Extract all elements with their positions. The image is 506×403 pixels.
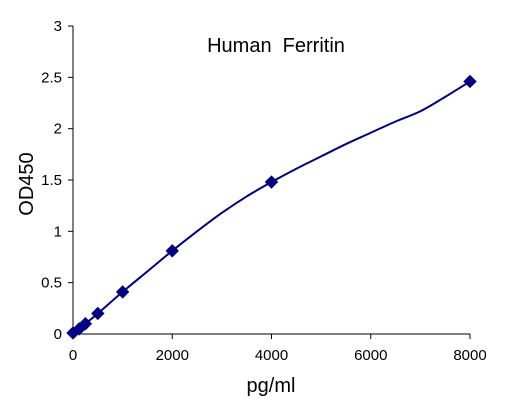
y-tick-label: 3 <box>54 18 62 35</box>
chart-title: Human Ferritin <box>207 35 345 57</box>
y-tick-label: 2 <box>54 121 62 138</box>
y-tick-label: 1.5 <box>41 172 62 189</box>
y-tick-label: 0 <box>54 326 62 343</box>
x-tick-label: 8000 <box>453 347 486 364</box>
x-tick-label: 6000 <box>354 347 387 364</box>
x-tick-label: 4000 <box>255 347 288 364</box>
x-tick-label: 0 <box>69 347 77 364</box>
x-axis-title: pg/ml <box>247 375 296 397</box>
y-axis-title: OD450 <box>16 152 38 215</box>
x-tick-label: 2000 <box>156 347 189 364</box>
y-tick-label: 2.5 <box>41 69 62 86</box>
y-tick-label: 1 <box>54 223 62 240</box>
y-tick-label: 0.5 <box>41 275 62 292</box>
